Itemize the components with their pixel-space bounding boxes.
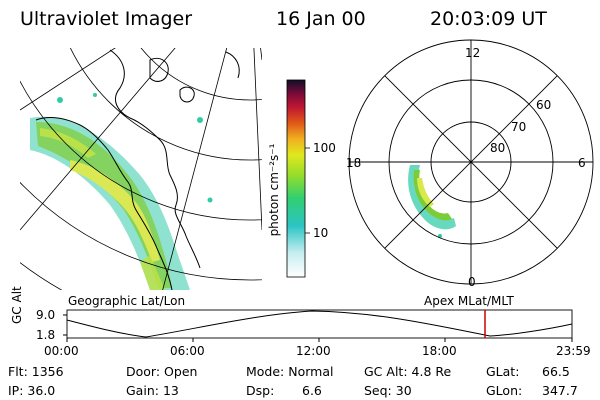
colorbar: [286, 79, 310, 278]
status-gc-alt: GC Alt: 4.8 Re: [364, 364, 452, 379]
status-flt: Flt: 1356: [8, 364, 64, 379]
coastline: [35, 49, 240, 290]
time-tick-0600: 06:00: [170, 344, 205, 358]
date-label: 16 Jan 00: [276, 8, 366, 30]
status-dsp: Dsp: 6.6: [246, 383, 322, 398]
time-tick-1200: 12:00: [296, 344, 331, 358]
status-mode: Mode: Normal: [246, 364, 334, 379]
time-tick-1800: 18:00: [422, 344, 457, 358]
mlt-label-12: 12: [465, 46, 481, 60]
mlat-label-80: 80: [490, 141, 506, 155]
colorbar-unit-label: photon cm⁻²s⁻¹: [267, 143, 281, 237]
colorbar-tick-100: 100: [313, 141, 336, 155]
status-glon: GLon: 347.7: [486, 383, 578, 398]
mlat-label-60: 60: [536, 98, 552, 112]
instrument-title: Ultraviolet Imager: [20, 8, 193, 30]
status-gain: Gain: 13: [126, 383, 179, 398]
lat-lon-grid: [20, 48, 262, 290]
altitude-ytick-9: 9.0: [36, 308, 56, 322]
altitude-ylabel: GC Alt: [10, 286, 24, 324]
mlat-label-70: 70: [511, 120, 527, 134]
status-ip: IP: 36.0: [8, 383, 56, 398]
status-door: Door: Open: [126, 364, 198, 379]
apex-map-label: Apex MLat/MLT: [424, 294, 514, 308]
status-seq: Seq: 30: [364, 383, 412, 398]
aurora-emission-geo: [30, 93, 213, 290]
time-label: 20:03:09 UT: [430, 8, 547, 30]
geo-map-label: Geographic Lat/Lon: [68, 294, 186, 308]
geographic-map: [20, 48, 262, 290]
mlt-label-6: 6: [578, 156, 586, 170]
polar-map: [348, 39, 594, 285]
altitude-plot: [63, 309, 573, 342]
altitude-ytick-1-8: 1.8: [36, 328, 56, 342]
time-tick-2359: 23:59: [556, 344, 591, 358]
mlt-label-18: 18: [346, 156, 362, 170]
mlt-label-0: 0: [468, 275, 476, 289]
time-tick-0000: 00:00: [44, 344, 79, 358]
colorbar-tick-10: 10: [313, 226, 329, 240]
status-glat: GLat: 66.5: [486, 364, 570, 379]
